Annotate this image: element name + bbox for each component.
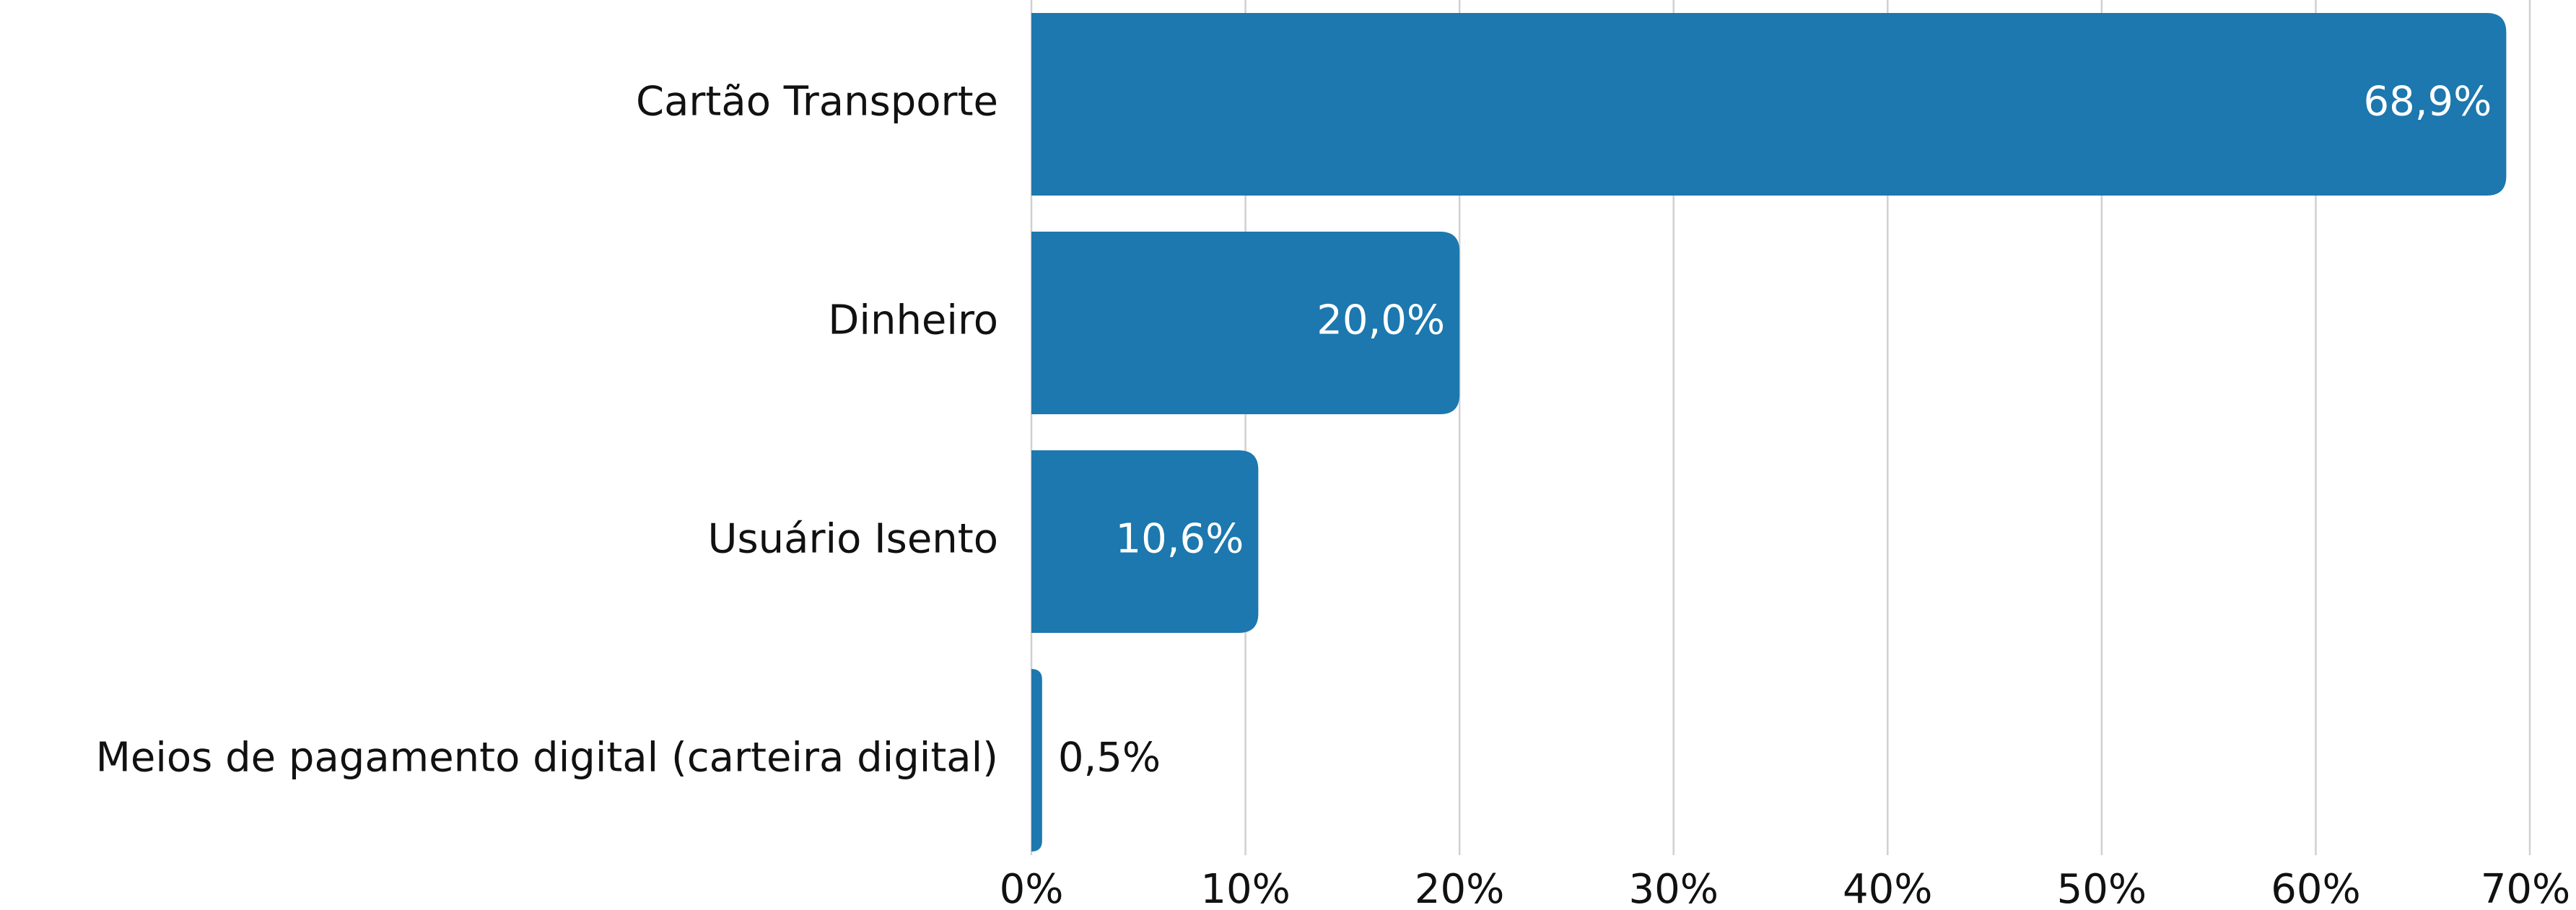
data-label: 68,9% xyxy=(2363,79,2492,126)
data-label: 20,0% xyxy=(1317,297,1445,344)
x-tick-label: 30% xyxy=(1628,866,1718,910)
x-tick-label: 50% xyxy=(2057,866,2147,910)
bar xyxy=(1031,669,1042,852)
category-label: Dinheiro xyxy=(828,297,998,344)
bar xyxy=(1031,450,1259,633)
x-tick-label: 0% xyxy=(1000,866,1064,910)
x-tick-label: 60% xyxy=(2271,866,2360,910)
data-label: 10,6% xyxy=(1115,516,1244,563)
data-label: 0,5% xyxy=(1058,735,1161,782)
x-tick-label: 20% xyxy=(1415,866,1504,910)
x-tick-label: 70% xyxy=(2481,866,2570,910)
x-tick-label: 10% xyxy=(1200,866,1290,910)
bar xyxy=(1031,13,2507,196)
category-label: Cartão Transporte xyxy=(636,79,998,126)
bar xyxy=(1031,232,1460,414)
x-tick-label: 40% xyxy=(1843,866,1932,910)
category-label: Usuário Isento xyxy=(708,516,998,563)
category-label: Meios de pagamento digital (carteira dig… xyxy=(96,735,998,782)
